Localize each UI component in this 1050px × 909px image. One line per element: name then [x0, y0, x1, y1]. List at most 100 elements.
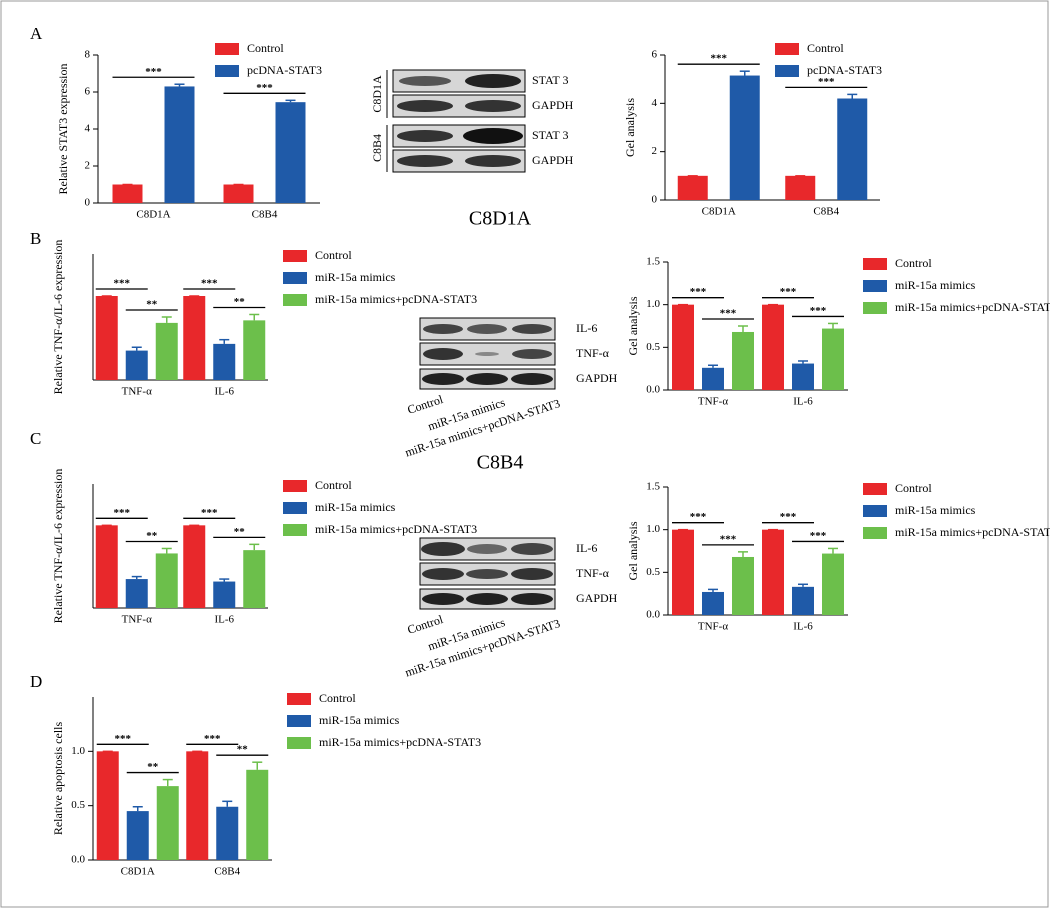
y-axis-label: Gel analysis: [626, 296, 640, 355]
bar: [155, 553, 178, 608]
bar: [112, 184, 143, 203]
bar: [243, 550, 266, 608]
x-tick-label: C8B4: [252, 209, 278, 221]
legend-swatch: [863, 505, 887, 517]
legend-swatch: [287, 715, 311, 727]
significance-label: **: [146, 530, 158, 542]
significance-label: **: [234, 296, 246, 308]
bar: [95, 296, 118, 380]
y-tick-label: 6: [85, 86, 91, 98]
y-tick-label: 1.0: [71, 745, 85, 757]
x-tick-label: TNF-α: [122, 614, 152, 626]
blot-title: C8D1A: [469, 208, 532, 230]
bar: [792, 586, 814, 615]
blot-row: IL-6: [576, 321, 597, 335]
legend-label: miR-15a mimics+pcDNA-STAT3: [895, 300, 1050, 314]
blot-row: TNF-α: [576, 566, 610, 580]
legend-swatch: [283, 502, 307, 514]
bar: [213, 581, 236, 608]
legend-label: miR-15a mimics: [319, 713, 400, 727]
panel-label: B: [30, 229, 41, 248]
legend-label: miR-15a mimics+pcDNA-STAT3: [315, 292, 477, 306]
legend-label: Control: [315, 478, 352, 492]
significance-label: **: [147, 761, 159, 773]
legend-label: pcDNA-STAT3: [807, 63, 882, 77]
x-tick-label: C8D1A: [136, 209, 170, 221]
blot-row: STAT 3: [532, 128, 569, 142]
x-tick-label: C8D1A: [121, 866, 155, 878]
y-axis-label: Relative TNF-α/IL-6 expression: [51, 469, 65, 624]
bar: [785, 175, 816, 200]
significance-label: ***: [114, 278, 131, 290]
y-tick-label: 0.0: [71, 854, 85, 866]
x-tick-label: IL-6: [793, 621, 813, 633]
bar: [126, 811, 149, 860]
legend-swatch: [863, 483, 887, 495]
blot-group: C8D1A: [370, 75, 384, 113]
y-axis-label: Relative STAT3 expression: [56, 63, 70, 194]
y-tick-label: 0.0: [646, 609, 660, 621]
bar: [216, 806, 239, 860]
legend-label: miR-15a mimics: [315, 500, 396, 514]
panel-label: C: [30, 429, 41, 448]
blot-row: TNF-α: [576, 346, 610, 360]
legend-label: miR-15a mimics+pcDNA-STAT3: [315, 522, 477, 536]
significance-label: ***: [114, 507, 131, 519]
blot-row: GAPDH: [532, 98, 574, 112]
legend-swatch: [283, 272, 307, 284]
legend-swatch: [863, 280, 887, 292]
y-tick-label: 0: [85, 197, 91, 209]
y-tick-label: 8: [85, 49, 91, 61]
legend-swatch: [283, 250, 307, 262]
significance-label: ***: [780, 511, 797, 523]
x-tick-label: TNF-α: [698, 396, 728, 408]
legend-swatch: [283, 524, 307, 536]
x-tick-label: C8B4: [214, 866, 240, 878]
legend-label: miR-15a mimics: [895, 503, 976, 517]
bar: [732, 556, 754, 615]
bar: [183, 525, 206, 608]
significance-label: ***: [115, 733, 132, 745]
legend-label: miR-15a mimics+pcDNA-STAT3: [895, 525, 1050, 539]
significance-label: **: [237, 744, 249, 756]
significance-label: ***: [201, 507, 218, 519]
bar: [164, 86, 195, 203]
significance-label: ***: [145, 66, 162, 78]
significance-label: **: [146, 299, 158, 311]
bar: [186, 751, 209, 860]
x-tick-label: TNF-α: [122, 386, 152, 398]
x-tick-label: IL-6: [214, 386, 234, 398]
significance-label: ***: [711, 53, 728, 65]
legend-swatch: [775, 43, 799, 55]
bar: [125, 350, 148, 380]
blot-row: IL-6: [576, 541, 597, 555]
legend-swatch: [287, 693, 311, 705]
bar: [213, 343, 236, 380]
significance-label: ***: [810, 530, 827, 542]
x-tick-label: IL-6: [214, 614, 234, 626]
legend-label: miR-15a mimics: [895, 278, 976, 292]
blot-group: C8B4: [370, 134, 384, 162]
y-tick-label: 4: [652, 97, 658, 109]
bar: [702, 367, 724, 390]
significance-label: ***: [690, 286, 707, 298]
bar: [672, 304, 694, 390]
panel-label: A: [30, 24, 43, 43]
legend-label: Control: [807, 41, 844, 55]
significance-label: ***: [256, 82, 273, 94]
x-tick-label: C8B4: [813, 206, 839, 218]
blot-lane: Control: [406, 392, 446, 417]
bar: [125, 579, 148, 608]
significance-label: ***: [720, 533, 737, 545]
significance-label: ***: [720, 308, 737, 320]
legend-label: Control: [315, 248, 352, 262]
bar: [732, 331, 754, 390]
significance-label: ***: [204, 733, 221, 745]
bar: [762, 304, 784, 390]
bar: [243, 320, 266, 380]
y-tick-label: 0: [652, 194, 658, 206]
x-tick-label: IL-6: [793, 396, 813, 408]
y-tick-label: 2: [652, 145, 658, 157]
